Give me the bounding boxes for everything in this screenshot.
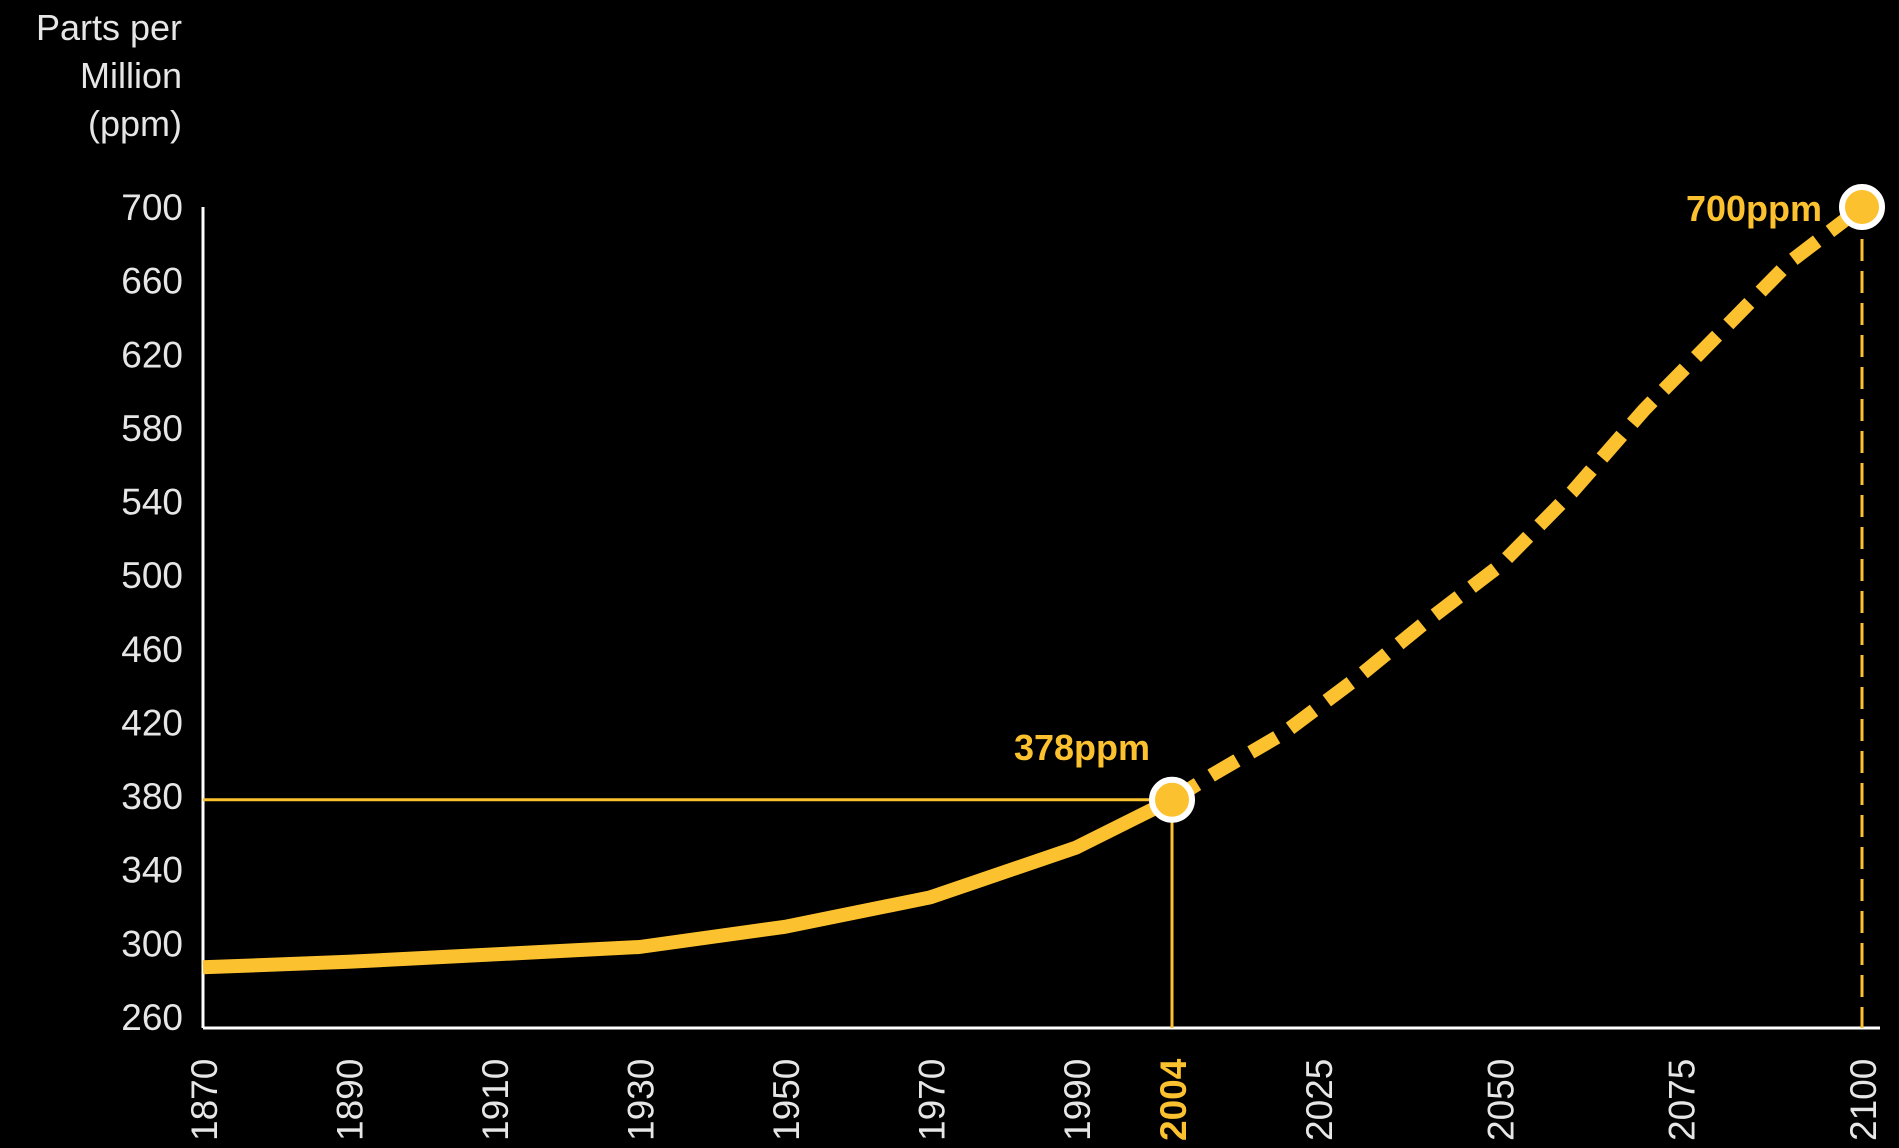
x-tick-label: 2025 [1299, 1059, 1340, 1141]
historical-ppm-line [202, 793, 1176, 975]
x-tick-label: 1910 [475, 1059, 516, 1141]
y-tick-label: 580 [121, 408, 183, 449]
y-tick-label: 660 [121, 261, 183, 302]
x-tick-label: 2100 [1843, 1059, 1884, 1141]
y-tick-label: 260 [121, 997, 183, 1038]
y-axis-title-line-1: Parts per [35, 7, 182, 48]
y-axis-title: Parts per Million (ppm) [0, 4, 182, 148]
y-tick-label: 620 [121, 334, 183, 375]
x-tick-label-highlight: 2004 [1153, 1058, 1194, 1141]
x-tick-label: 2075 [1662, 1059, 1703, 1141]
y-tick-label: 540 [121, 482, 183, 523]
projected-ppm-line [1168, 201, 1867, 806]
y-tick-label: 460 [121, 629, 183, 670]
x-tick-label: 2050 [1480, 1059, 1521, 1141]
data-marker-2004 [1149, 776, 1195, 823]
y-tick-label: 700 [121, 187, 183, 228]
y-tick-label: 500 [121, 555, 183, 596]
annotation-label-2100: 700ppm [1686, 188, 1822, 229]
y-tick-label: 340 [121, 850, 183, 891]
x-tick-label: 1930 [621, 1059, 662, 1141]
y-tick-label: 420 [121, 702, 183, 743]
x-tick-label: 1990 [1057, 1059, 1098, 1141]
x-tick-label: 1890 [330, 1059, 371, 1141]
x-tick-label: 1970 [912, 1059, 953, 1141]
x-tick-label: 1870 [184, 1059, 225, 1141]
y-tick-label: 300 [121, 923, 183, 964]
y-tick-label: 380 [121, 776, 183, 817]
annotation-label-2004: 378ppm [1014, 727, 1150, 768]
x-tick-label: 1950 [766, 1059, 807, 1141]
y-axis-title-line-2: Million [79, 55, 182, 96]
y-axis-title-line-3: (ppm) [87, 103, 182, 144]
data-marker-2100 [1839, 184, 1885, 230]
